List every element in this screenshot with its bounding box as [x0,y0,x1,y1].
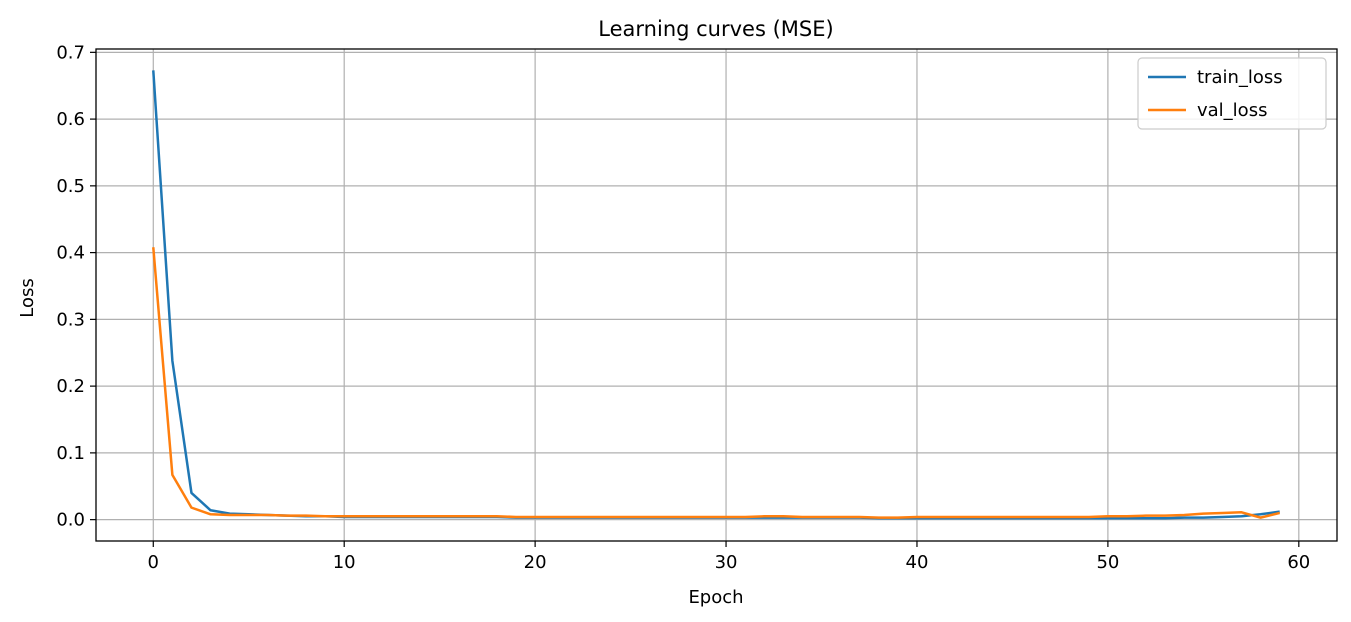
x-tick-label: 40 [906,552,929,573]
y-tick-label: 0.0 [56,510,85,531]
y-tick-label: 0.7 [56,42,85,63]
y-tick-label: 0.6 [56,109,85,130]
x-axis-label: Epoch [688,587,743,608]
chart-title: Learning curves (MSE) [598,17,833,41]
series-lines [152,70,1281,520]
legend-label-train-loss: train_loss [1197,67,1283,88]
y-tick-label: 0.2 [56,376,85,397]
legend: train_loss val_loss [1137,57,1327,130]
x-tick-label: 30 [715,552,738,573]
x-tick-label: 60 [1287,552,1310,573]
y-axis-ticks: 0.0 0.1 0.2 0.3 0.4 0.5 0.6 0.7 [56,42,96,531]
plot-frame [95,48,1338,542]
grid [96,49,1337,541]
y-tick-label: 0.5 [56,176,85,197]
x-tick-label: 50 [1096,552,1119,573]
x-tick-label: 10 [333,552,356,573]
x-tick-label: 20 [524,552,547,573]
series-line-val-loss [152,247,1281,519]
y-tick-label: 0.1 [56,443,85,464]
y-tick-label: 0.4 [56,243,85,264]
x-axis-ticks: 0 10 20 30 40 50 60 [148,541,1310,573]
x-tick-label: 0 [148,552,159,573]
y-axis-label: Loss [17,278,38,317]
y-tick-label: 0.3 [56,309,85,330]
legend-label-val-loss: val_loss [1197,100,1267,121]
